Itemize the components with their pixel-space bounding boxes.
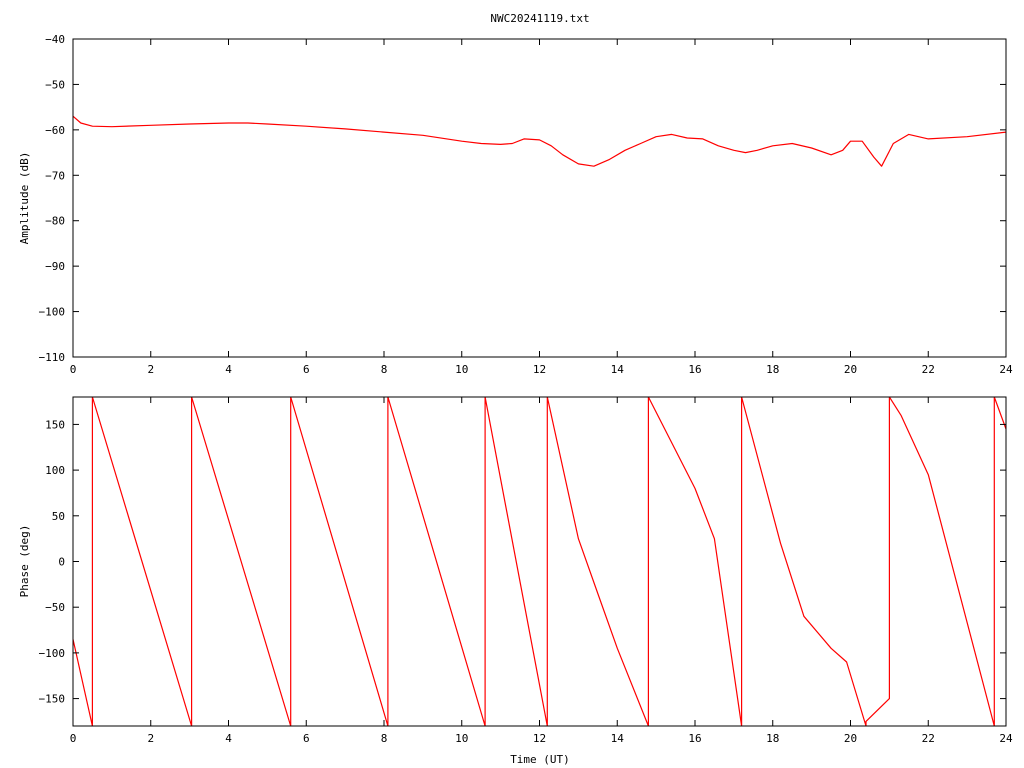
phase-y-axis-label: Phase (deg)	[18, 525, 31, 598]
phase-x-tick-label: 24	[999, 732, 1013, 745]
phase-x-tick-label: 0	[70, 732, 77, 745]
amplitude-x-tick-label: 16	[688, 363, 701, 376]
amplitude-y-tick-label: −70	[45, 169, 65, 182]
chart-title: NWC20241119.txt	[490, 12, 589, 25]
phase-y-tick-label: 50	[52, 510, 65, 523]
amplitude-x-tick-label: 20	[844, 363, 857, 376]
phase-x-tick-label: 2	[147, 732, 154, 745]
phase-x-tick-label: 4	[225, 732, 232, 745]
phase-y-tick-label: 150	[45, 418, 65, 431]
phase-x-tick-label: 10	[455, 732, 468, 745]
amplitude-x-tick-label: 18	[766, 363, 779, 376]
phase-x-axis-label: Time (UT)	[510, 753, 570, 766]
amplitude-x-tick-label: 0	[70, 363, 77, 376]
amplitude-y-tick-label: −100	[39, 306, 66, 319]
amplitude-y-axis-label: Amplitude (dB)	[18, 152, 31, 245]
phase-x-tick-label: 8	[381, 732, 388, 745]
amplitude-x-tick-label: 22	[922, 363, 935, 376]
amplitude-x-tick-label: 12	[533, 363, 546, 376]
amplitude-panel: 0 2 4 6 8 10 12 14 16 18 20 22 24−110−100−90−80−70−6…	[18, 33, 1013, 376]
phase-x-tick-label: 20	[844, 732, 857, 745]
amplitude-plot-frame	[72, 38, 1007, 358]
amplitude-y-tick-label: −90	[45, 260, 65, 273]
amplitude-y-tick-label: −40	[45, 33, 65, 46]
amplitude-x-tick-label: 14	[611, 363, 625, 376]
phase-x-tick-label: 14	[611, 732, 625, 745]
phase-plot-frame	[72, 396, 1007, 727]
amplitude-x-tick-label: 8	[381, 363, 388, 376]
phase-x-tick-label: 12	[533, 732, 546, 745]
amplitude-x-tick-label: 24	[999, 363, 1013, 376]
phase-panel: 0 2 4 6 8 10 12 14 16 18 20 22 24−150−100−5005010015…	[18, 396, 1013, 745]
amplitude-x-tick-label: 4	[225, 363, 232, 376]
phase-y-tick-label: 0	[58, 556, 65, 569]
phase-x-tick-label: 18	[766, 732, 779, 745]
amplitude-y-tick-label: −50	[45, 78, 65, 91]
amplitude-y-tick-label: −80	[45, 215, 65, 228]
phase-y-tick-label: −150	[39, 693, 66, 706]
amplitude-x-tick-label: 6	[303, 363, 310, 376]
phase-x-tick-label: 22	[922, 732, 935, 745]
phase-y-tick-label: −100	[39, 647, 66, 660]
phase-series-line	[73, 397, 1006, 726]
amplitude-x-tick-label: 2	[147, 363, 154, 376]
amplitude-x-tick-label: 10	[455, 363, 468, 376]
phase-y-tick-label: −50	[45, 601, 65, 614]
phase-x-tick-label: 16	[688, 732, 701, 745]
amplitude-y-tick-label: −60	[45, 124, 65, 137]
phase-y-tick-label: 100	[45, 464, 65, 477]
phase-x-tick-label: 6	[303, 732, 310, 745]
amplitude-series-line	[73, 115, 1006, 167]
amplitude-y-tick-label: −110	[39, 351, 66, 364]
